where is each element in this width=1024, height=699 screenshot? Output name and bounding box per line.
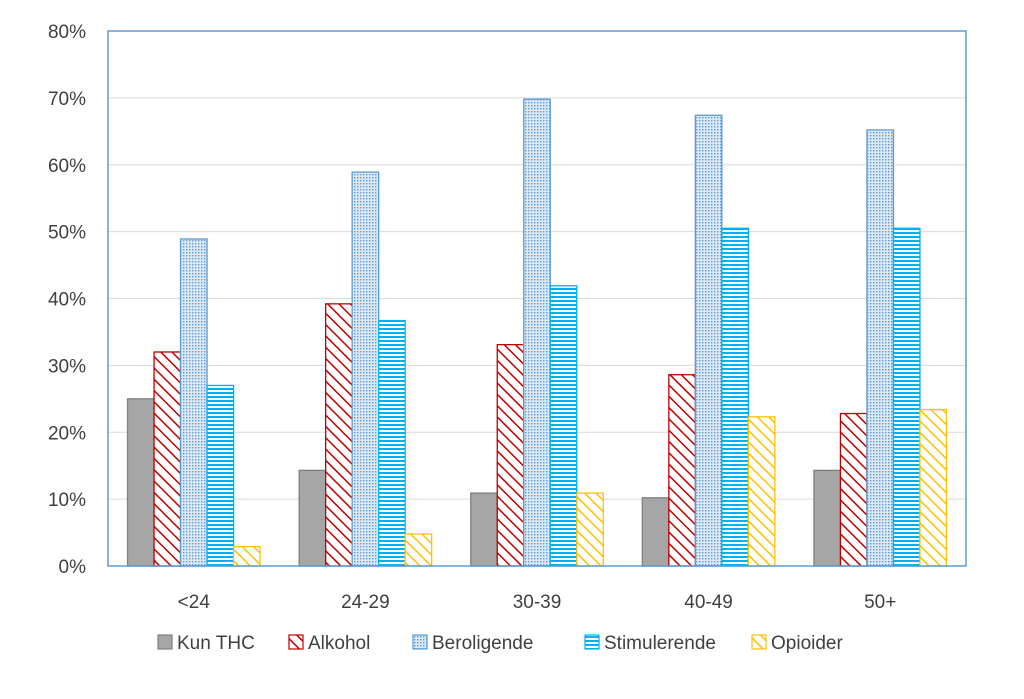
bar-opioider xyxy=(232,545,261,567)
legend-item-alkohol: Alkohol xyxy=(288,633,370,654)
bar-beroligende xyxy=(179,238,208,567)
legend-swatch xyxy=(412,634,428,650)
bar-alkohol xyxy=(153,351,182,567)
bar-stimulerende xyxy=(377,319,406,567)
bar-stimulerende xyxy=(721,227,749,567)
bar-kun-thc xyxy=(813,469,842,567)
bar-beroligende xyxy=(694,114,723,567)
bar-beroligende xyxy=(523,98,551,567)
y-tick-label: 50% xyxy=(48,223,86,244)
legend-swatch xyxy=(751,634,767,650)
legend-label: Alkohol xyxy=(308,633,370,654)
plot-border xyxy=(107,30,967,567)
bar-stimulerende xyxy=(206,384,235,567)
legend-item-opioider: Opioider xyxy=(751,633,843,654)
bar-opioider xyxy=(747,416,776,567)
y-tick-label: 60% xyxy=(48,156,86,177)
bar-alkohol xyxy=(839,412,868,567)
y-axis-tick-labels: 0% 10% 20% 30% 40% 50% 60% 70% 80% xyxy=(48,22,86,578)
bar-kun-thc xyxy=(641,497,670,567)
legend-swatch xyxy=(288,634,304,650)
x-tick-label: 50+ xyxy=(864,592,896,613)
legend-item-stimulerende: Stimulerende xyxy=(584,633,716,654)
x-axis-tick-labels: <24 24-29 30-39 40-49 50+ xyxy=(178,592,897,613)
legend-swatch xyxy=(157,634,173,650)
y-tick-label: 40% xyxy=(48,290,86,311)
legend-item-kun-thc: Kun THC xyxy=(157,633,255,654)
bars xyxy=(126,98,948,567)
x-tick-label: <24 xyxy=(178,592,211,613)
bar-alkohol xyxy=(668,374,696,567)
legend-label: Kun THC xyxy=(177,633,255,654)
bar-alkohol xyxy=(496,343,525,567)
legend-item-beroligende: Beroligende xyxy=(412,633,533,654)
bar-kun-thc xyxy=(298,469,327,567)
y-tick-label: 80% xyxy=(48,22,86,43)
bar-stimulerende xyxy=(892,227,921,567)
bar-kun-thc xyxy=(126,398,155,567)
bar-opioider xyxy=(404,533,433,567)
x-tick-label: 30-39 xyxy=(513,592,562,613)
legend-label: Beroligende xyxy=(432,633,533,654)
bar-beroligende xyxy=(866,129,895,567)
y-tick-label: 30% xyxy=(48,356,86,377)
y-tick-label: 70% xyxy=(48,89,86,110)
y-tick-label: 20% xyxy=(48,423,86,444)
legend-label: Stimulerende xyxy=(604,633,716,654)
bar-beroligende xyxy=(351,171,380,567)
y-tick-label: 10% xyxy=(48,490,86,511)
x-tick-label: 40-49 xyxy=(684,592,733,613)
legend: Kun THC Alkohol Beroligende Stimulerende Opi… xyxy=(157,633,843,654)
bar-alkohol xyxy=(324,303,353,567)
bar-kun-thc xyxy=(470,492,498,567)
bar-opioider xyxy=(919,408,948,567)
bar-stimulerende xyxy=(549,285,578,567)
bar-opioider xyxy=(576,492,604,567)
y-tick-label: 0% xyxy=(59,557,87,578)
legend-swatch xyxy=(584,634,600,650)
legend-label: Opioider xyxy=(771,633,843,654)
x-tick-label: 24-29 xyxy=(341,592,390,613)
